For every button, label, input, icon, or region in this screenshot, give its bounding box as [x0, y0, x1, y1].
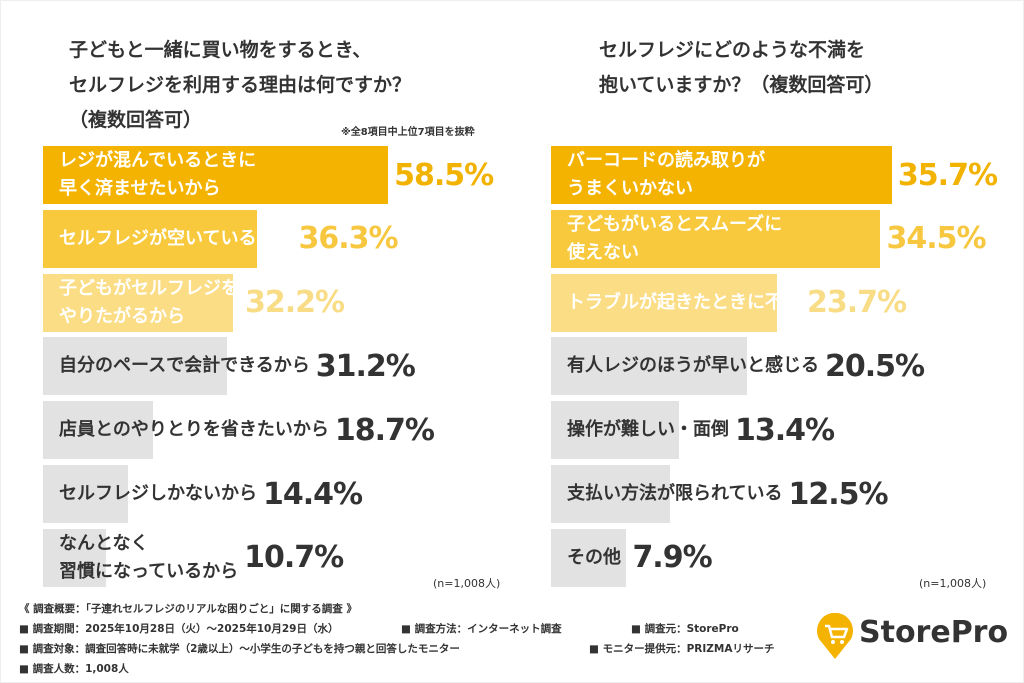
value-label: 36.3%: [298, 221, 398, 257]
bar: [43, 401, 154, 460]
bar: [43, 146, 389, 204]
bar-content: 支払い方法が限られている 12.5%: [551, 465, 889, 523]
footer-source: ■ 調査元：StorePro: [631, 623, 739, 635]
category-label: 操作が難しい・面倒: [567, 419, 729, 441]
footer-period: ■ 調査期間：2025年10月28日（火）～2025年10月29日（水）: [19, 623, 339, 635]
footer-method: ■ 調査方法：インターネット調査: [401, 623, 562, 635]
logo-text: StorePro: [859, 615, 1009, 650]
bar-content: 操作が難しい・面倒 13.4%: [551, 401, 835, 459]
bar-content: その他 7.9%: [551, 529, 713, 587]
category-label: 支払い方法が限られている: [567, 483, 783, 504]
footer-target: ■ 調査対象：調査回答時に未就学（2歳以上）～小学生の子どもを持つ親と回答したモ…: [19, 643, 460, 655]
bar: [551, 337, 747, 396]
bar-content: 自分のペースで会計できるから 31.2%: [43, 337, 416, 395]
category-label: セルフレジしかないから: [59, 483, 257, 504]
value-label: 10.7%: [244, 540, 344, 576]
category-label: レジが混んでいるときに 早く済ませたいから: [59, 150, 257, 199]
sample-size: (n=1,008人): [433, 577, 501, 590]
category-label: 子どもがセルフレジを やりたがるから: [59, 277, 239, 327]
bar-content: トラブルが起きたときに不安 23.7%: [551, 274, 907, 332]
bar: [43, 528, 107, 587]
category-label: トラブルが起きたときに不安: [567, 291, 801, 313]
chart-title: セルフレジにどのような不満を 抱いていますか？（複数回答可）: [599, 39, 884, 96]
bar-content: 子どもがいるとスムーズに 使えない 34.5%: [551, 210, 987, 268]
bar: [551, 209, 881, 268]
bar-content: セルフレジしかないから 14.4%: [43, 465, 363, 523]
bar: [551, 146, 892, 204]
bar-content: レジが混んでいるときに 早く済ませたいから 58.5%: [43, 146, 494, 204]
footer-provider: ■ モニター提供元：PRIZMAリサーチ: [589, 643, 775, 655]
bar-content: 店員とのやりとりを省きたいから 18.7%: [43, 401, 435, 459]
chart-note: ※全8項目中上位7項目を抜粋: [341, 127, 475, 138]
value-label: 32.2%: [245, 285, 345, 321]
bar: [43, 337, 228, 396]
logo-icon: [817, 613, 853, 659]
chart-title: 子どもと一緒に買い物をするとき、 セルフレジを利用する理由は何ですか？ （複数回…: [69, 39, 412, 131]
category-label: なんとなく 習慣になっているから: [59, 532, 239, 582]
value-label: 34.5%: [886, 221, 986, 257]
footer-count: ■ 調査人数：1,008人: [19, 663, 129, 675]
value-label: 14.4%: [263, 476, 363, 512]
bar: [551, 528, 627, 587]
value-label: 58.5%: [394, 157, 494, 193]
bar: [43, 465, 128, 523]
category-label: バーコードの読み取りが うまくいかない: [567, 150, 765, 199]
category-label: 自分のペースで会計できるから: [59, 355, 310, 377]
value-label: 23.7%: [807, 285, 907, 321]
value-label: 12.5%: [788, 476, 888, 512]
category-label: 有人レジのほうが早いと感じる: [567, 355, 819, 377]
category-label: その他: [567, 546, 621, 568]
bar-content: 有人レジのほうが早いと感じる 20.5%: [551, 337, 925, 395]
bar-content: 子どもがセルフレジを やりたがるから 32.2%: [43, 274, 345, 332]
category-label: 店員とのやりとりを省きたいから: [59, 419, 329, 441]
bar: [43, 273, 233, 332]
value-label: 31.2%: [315, 348, 416, 384]
sample-size: (n=1,008人): [919, 577, 987, 590]
value-label: 7.9%: [632, 540, 712, 576]
value-label: 18.7%: [334, 412, 435, 448]
category-label: セルフレジが空いているから: [59, 227, 293, 249]
bar: [551, 401, 679, 460]
bar: [43, 209, 258, 268]
value-label: 13.4%: [735, 412, 835, 448]
bar: [551, 465, 671, 523]
footer-heading: 《 調査概要：「子連れセルフレジのリアルな困りごと」に関する調査 》: [19, 603, 357, 615]
bar-content: バーコードの読み取りが うまくいかない 35.7%: [551, 146, 998, 204]
bar-content: なんとなく 習慣になっているから 10.7%: [43, 529, 344, 587]
category-label: 子どもがいるとスムーズに 使えない: [567, 213, 783, 263]
value-label: 35.7%: [897, 157, 998, 193]
value-label: 20.5%: [825, 348, 925, 384]
bar: [551, 273, 778, 332]
bar-content: セルフレジが空いているから 36.3%: [43, 210, 399, 268]
